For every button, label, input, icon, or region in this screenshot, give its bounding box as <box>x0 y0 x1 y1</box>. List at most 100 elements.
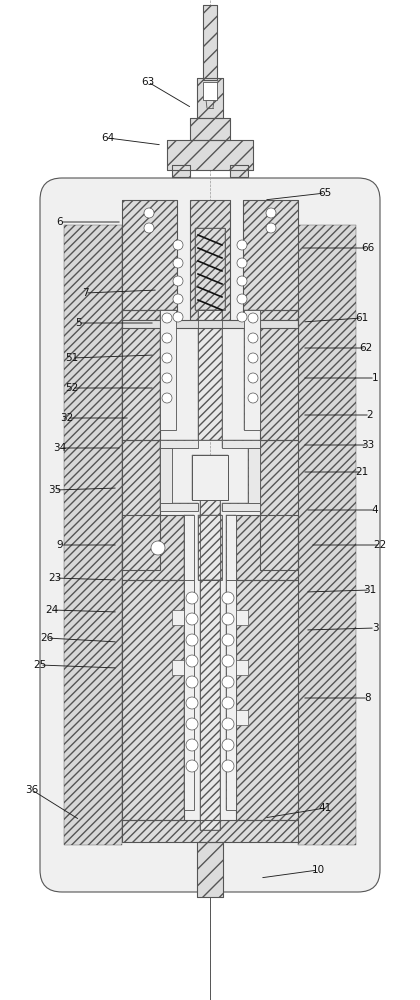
Bar <box>198 310 222 440</box>
Circle shape <box>162 393 172 403</box>
Text: 10: 10 <box>312 865 325 875</box>
Circle shape <box>222 676 234 688</box>
Bar <box>203 5 217 80</box>
Circle shape <box>173 312 183 322</box>
Bar <box>190 200 230 320</box>
Bar <box>200 580 220 830</box>
Bar <box>200 500 220 580</box>
Bar <box>236 660 248 675</box>
Bar <box>243 200 298 320</box>
Circle shape <box>186 634 198 646</box>
Text: 33: 33 <box>361 440 375 450</box>
Circle shape <box>237 276 247 286</box>
Text: 61: 61 <box>355 313 369 323</box>
Text: 63: 63 <box>142 77 155 87</box>
Bar <box>122 515 184 580</box>
Text: 31: 31 <box>363 585 377 595</box>
Bar <box>122 320 298 328</box>
Circle shape <box>162 333 172 343</box>
Bar <box>236 610 248 625</box>
Circle shape <box>222 739 234 751</box>
Bar <box>197 842 223 897</box>
Text: 21: 21 <box>355 467 369 477</box>
Bar <box>200 500 220 580</box>
Circle shape <box>186 592 198 604</box>
Bar <box>122 310 160 440</box>
Circle shape <box>222 592 234 604</box>
Text: 62: 62 <box>360 343 373 353</box>
Bar <box>260 310 298 440</box>
Bar <box>184 515 194 580</box>
Bar <box>167 140 253 170</box>
Bar <box>122 310 160 440</box>
Bar <box>160 448 172 503</box>
Bar <box>160 448 172 503</box>
Circle shape <box>266 208 276 218</box>
Circle shape <box>248 373 258 383</box>
Bar <box>243 200 298 320</box>
Bar <box>260 440 298 570</box>
Text: 5: 5 <box>75 318 81 328</box>
Circle shape <box>186 676 198 688</box>
Bar <box>122 580 184 820</box>
Bar <box>260 440 298 570</box>
Text: 36: 36 <box>25 785 39 795</box>
Circle shape <box>173 240 183 250</box>
Circle shape <box>222 634 234 646</box>
Bar <box>198 310 222 440</box>
Bar <box>122 820 298 842</box>
Circle shape <box>151 541 165 555</box>
Bar <box>172 165 190 177</box>
Bar <box>160 310 176 430</box>
Bar <box>190 118 230 140</box>
Bar <box>203 82 217 100</box>
Circle shape <box>144 208 154 218</box>
Text: 35: 35 <box>48 485 62 495</box>
Circle shape <box>237 312 247 322</box>
Text: 51: 51 <box>66 353 79 363</box>
Bar <box>184 515 194 580</box>
Bar <box>236 580 298 820</box>
Bar <box>298 225 356 845</box>
Circle shape <box>237 240 247 250</box>
Bar <box>236 515 298 580</box>
Bar <box>226 515 236 580</box>
Text: 41: 41 <box>318 803 332 813</box>
Circle shape <box>222 718 234 730</box>
Bar <box>222 440 260 448</box>
Circle shape <box>162 313 172 323</box>
Bar <box>160 440 198 448</box>
Text: 2: 2 <box>367 410 373 420</box>
Text: 3: 3 <box>372 623 378 633</box>
Bar <box>236 580 298 820</box>
Circle shape <box>186 613 198 625</box>
Bar <box>222 503 260 511</box>
Bar <box>222 503 260 511</box>
Bar <box>197 78 223 118</box>
Circle shape <box>173 276 183 286</box>
Circle shape <box>162 373 172 383</box>
Bar <box>226 580 236 810</box>
Bar <box>248 448 260 503</box>
Text: 26: 26 <box>40 633 54 643</box>
Circle shape <box>186 739 198 751</box>
Circle shape <box>186 718 198 730</box>
Circle shape <box>186 697 198 709</box>
Circle shape <box>248 333 258 343</box>
Bar <box>190 118 230 140</box>
Text: 34: 34 <box>53 443 67 453</box>
Circle shape <box>144 223 154 233</box>
Bar <box>230 165 248 177</box>
Bar <box>160 440 198 448</box>
Bar <box>260 310 298 440</box>
Bar <box>195 228 225 310</box>
Bar <box>198 515 222 580</box>
Circle shape <box>173 294 183 304</box>
Text: 22: 22 <box>373 540 387 550</box>
Bar <box>248 448 260 503</box>
Bar <box>172 165 190 177</box>
Bar <box>122 820 298 842</box>
Circle shape <box>186 760 198 772</box>
Bar <box>172 610 184 625</box>
Bar <box>198 515 222 580</box>
